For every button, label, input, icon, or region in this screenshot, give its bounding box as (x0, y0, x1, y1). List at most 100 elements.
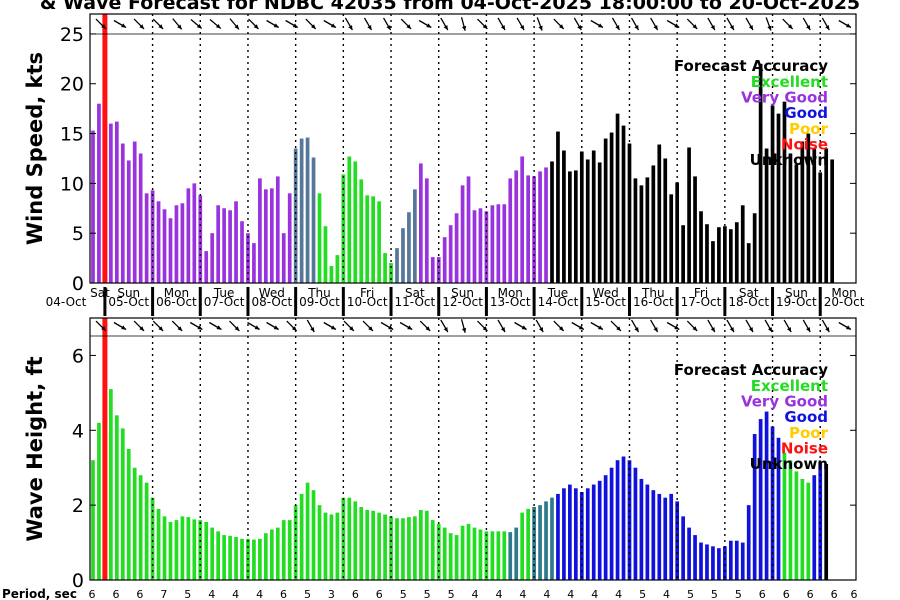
direction-arrow-icon (362, 320, 374, 332)
wind-bar (609, 132, 614, 283)
wave-bar (323, 512, 328, 580)
legend-unknown: Unknown (750, 151, 828, 169)
wave-bar (699, 542, 703, 580)
wind-bar (478, 208, 483, 283)
direction-arrow-icon (247, 321, 260, 331)
wind-bar (258, 178, 262, 283)
wind-bar (311, 157, 316, 283)
wind-bar (824, 148, 829, 283)
direction-arrow-icon (765, 17, 772, 31)
wind-bar (430, 257, 435, 283)
direction-arrow-icon (477, 320, 488, 332)
wave-bar (478, 529, 483, 580)
wave-bar (413, 516, 417, 580)
wave-bar (293, 505, 298, 580)
direction-arrow-icon (419, 320, 431, 332)
wind-bar (448, 225, 453, 283)
direction-arrow-icon (460, 17, 467, 31)
wind-bar (562, 150, 566, 283)
wave-bar (585, 488, 590, 580)
direction-arrow-icon (382, 17, 392, 31)
direction-arrow-icon (95, 18, 107, 30)
date-label: 20-Oct (824, 295, 865, 309)
wave-bar (377, 512, 381, 580)
wave-bar (764, 411, 769, 580)
wind-bar (711, 241, 715, 283)
wave-bar (389, 516, 393, 580)
wind-bar (407, 212, 411, 283)
day-of-week-label: Sun (451, 286, 474, 300)
wind-bar (347, 156, 352, 283)
wave-bar (550, 497, 554, 580)
wind-bar (794, 164, 799, 283)
period-value: 4 (567, 588, 574, 600)
legend-very_good: Very Good (741, 393, 828, 411)
wind-bar (752, 213, 757, 283)
wind-bar (663, 158, 668, 283)
direction-arrow-icon (113, 19, 127, 29)
date-label: 11-Oct (395, 295, 436, 309)
day-of-week-label: Sat (739, 286, 759, 300)
day-of-week-label: Sun (117, 286, 140, 300)
wind-bar (603, 138, 608, 283)
legend-very_good: Very Good (741, 89, 828, 107)
wave-bar (466, 523, 471, 580)
date-label: 05-Oct (108, 295, 149, 309)
wind-bar (162, 209, 167, 283)
wave-bar (168, 521, 173, 580)
legend-excellent: Excellent (751, 377, 828, 395)
day-of-week-label: Wed (259, 286, 285, 300)
wave-bar (281, 520, 286, 580)
wave-bar (496, 531, 501, 580)
wind-bar (186, 188, 191, 283)
direction-arrow-icon (573, 17, 582, 31)
wave-bar (132, 467, 137, 580)
direction-arrow-icon (764, 319, 773, 333)
wave-bar (97, 422, 101, 580)
wave-bar (371, 510, 375, 580)
wind-bar (436, 257, 441, 283)
wind-bar (645, 177, 650, 283)
wind-bar (502, 204, 507, 283)
day-of-week-label: Sun (785, 286, 808, 300)
wind-bar (657, 144, 662, 283)
direction-arrow-icon (400, 18, 412, 30)
wave-bar (520, 512, 525, 580)
wind-bar (120, 143, 125, 283)
date-label: 04-Oct (46, 295, 87, 309)
wind-bar (204, 251, 209, 283)
period-value: 6 (112, 588, 119, 600)
wind-bar (728, 229, 733, 283)
wave-bar (556, 493, 560, 580)
direction-arrow-icon (497, 319, 506, 333)
wave-bar (526, 508, 530, 580)
wave-bar (651, 490, 656, 580)
wave-bar (508, 532, 513, 580)
wind-bar (97, 103, 101, 283)
wind-bar (91, 130, 95, 283)
wind-bar (830, 159, 835, 283)
direction-arrow-icon (171, 320, 183, 332)
wind-bar (490, 205, 495, 283)
wave-panel: 0 2 4 6 Wave Height, ft Forecast AccuracyExce… (23, 317, 857, 592)
wave-bar (621, 456, 626, 580)
direction-arrow-icon (190, 19, 203, 29)
period-row: Period, sec 6 6 6 7 5 4 4 4 6 5 3 6 6 5 5 5 4 4 4 4 4 4 4 5 4 5 5 5 6… (2, 587, 858, 600)
wave-bar (365, 510, 370, 580)
wind-bar (568, 171, 572, 283)
wave-bar (723, 546, 727, 580)
wind-bar (275, 176, 280, 283)
direction-arrow-icon (838, 19, 852, 29)
wave-bar (407, 517, 411, 580)
wave-bar (597, 480, 602, 580)
direction-arrow-icon (286, 320, 298, 332)
direction-arrow-icon (323, 19, 337, 29)
wind-bar (454, 213, 459, 283)
direction-arrow-icon (610, 320, 622, 332)
wave-bar (258, 538, 262, 580)
wind-bar (180, 203, 185, 283)
direction-arrow-icon (536, 17, 543, 31)
y-tick-label: 6 (72, 345, 84, 367)
legend-poor: Poor (789, 120, 829, 138)
wind-bar (413, 189, 417, 283)
